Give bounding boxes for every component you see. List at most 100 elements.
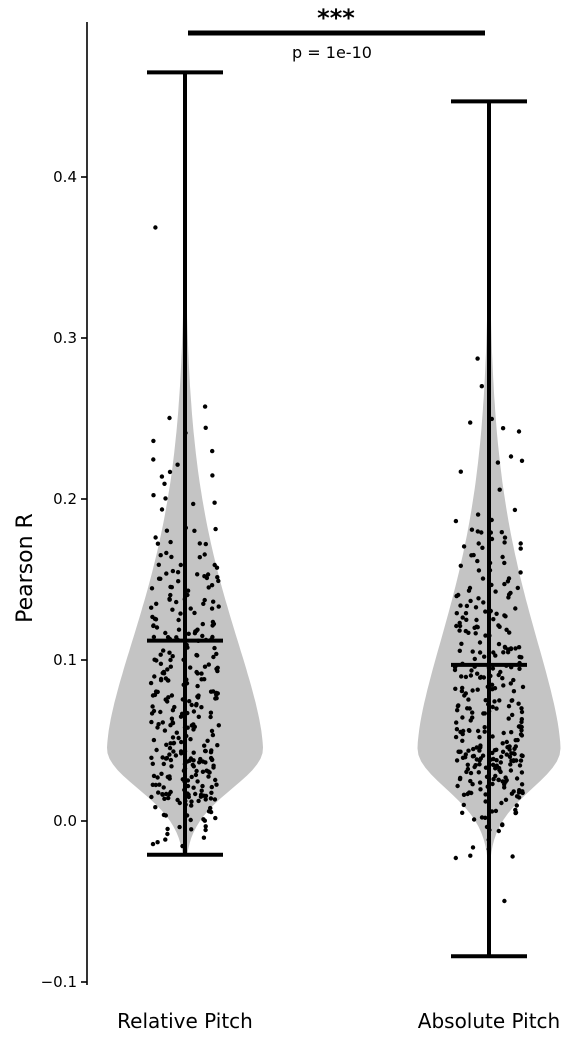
data-point <box>480 545 485 550</box>
data-point <box>466 588 472 593</box>
data-point <box>208 796 214 801</box>
data-point <box>458 563 463 568</box>
data-point <box>156 562 161 567</box>
data-point <box>151 634 157 640</box>
data-point <box>499 754 504 759</box>
data-point <box>519 717 524 722</box>
data-point <box>506 576 512 581</box>
data-point <box>483 698 488 703</box>
data-point <box>161 812 167 818</box>
data-point <box>502 898 507 904</box>
data-point <box>215 575 220 580</box>
data-point <box>483 633 488 638</box>
data-point <box>496 641 502 647</box>
data-point <box>189 799 194 804</box>
y-axis-label: Pearson R <box>13 513 38 623</box>
data-point <box>517 666 522 671</box>
data-point <box>476 568 482 573</box>
data-point <box>201 601 206 606</box>
data-point <box>502 785 507 790</box>
data-point <box>149 794 154 800</box>
data-point <box>213 815 218 821</box>
data-point <box>461 792 467 797</box>
data-point <box>502 581 507 587</box>
data-point <box>458 775 463 781</box>
data-point <box>503 779 508 784</box>
data-point <box>203 793 209 799</box>
data-point <box>154 625 160 630</box>
data-point <box>494 758 499 763</box>
data-point <box>168 539 173 545</box>
data-point <box>493 589 498 594</box>
data-point <box>470 688 475 693</box>
data-point <box>508 454 514 459</box>
data-point <box>478 743 483 748</box>
data-point <box>188 737 193 742</box>
data-point <box>454 727 460 732</box>
data-point <box>477 640 483 645</box>
data-point <box>174 730 179 735</box>
data-point <box>478 674 484 680</box>
data-point <box>165 831 170 837</box>
data-point <box>478 787 483 792</box>
data-point <box>162 728 168 733</box>
data-point <box>186 631 191 636</box>
data-point <box>499 800 504 806</box>
data-point <box>175 570 181 575</box>
data-point <box>170 607 175 612</box>
data-point <box>483 815 488 820</box>
data-point <box>463 674 469 680</box>
data-point <box>494 706 499 711</box>
data-point <box>490 734 495 739</box>
data-point <box>202 552 207 557</box>
data-point <box>502 540 507 545</box>
data-point <box>154 601 159 606</box>
data-point <box>209 790 214 795</box>
data-point <box>170 720 176 726</box>
data-point <box>453 734 459 740</box>
y-axis: −0.1 0.0 0.1 0.2 0.3 0.4 <box>41 22 88 991</box>
data-point <box>459 641 464 646</box>
data-point <box>176 627 182 632</box>
data-point <box>212 562 217 568</box>
data-point <box>519 770 525 775</box>
data-point <box>168 741 173 746</box>
data-point <box>191 764 196 769</box>
data-point <box>202 748 208 754</box>
data-point <box>498 769 503 775</box>
data-point <box>501 683 506 688</box>
data-point <box>151 438 156 444</box>
data-point <box>155 775 160 780</box>
data-point <box>500 426 506 431</box>
data-point <box>490 666 496 671</box>
data-point <box>213 526 218 532</box>
data-point <box>178 562 183 568</box>
data-point <box>510 854 515 859</box>
data-point <box>475 356 480 361</box>
data-point <box>461 802 466 808</box>
data-point <box>151 708 157 714</box>
data-point <box>211 689 216 694</box>
data-point <box>159 771 164 776</box>
data-point <box>465 762 470 767</box>
data-point <box>500 822 505 827</box>
data-point <box>481 600 486 605</box>
data-point <box>469 790 474 796</box>
data-point <box>459 688 465 694</box>
data-point <box>475 512 481 517</box>
data-point <box>456 592 461 598</box>
data-point <box>502 535 508 540</box>
data-point <box>200 633 205 639</box>
data-point <box>170 654 175 659</box>
data-point <box>452 667 458 673</box>
data-point <box>453 855 458 861</box>
data-point <box>500 554 505 560</box>
data-point <box>209 606 215 611</box>
data-point <box>202 818 207 823</box>
data-point <box>215 743 220 748</box>
data-point <box>514 776 520 781</box>
data-point <box>496 623 501 628</box>
data-point <box>175 797 180 803</box>
data-point <box>158 661 164 666</box>
